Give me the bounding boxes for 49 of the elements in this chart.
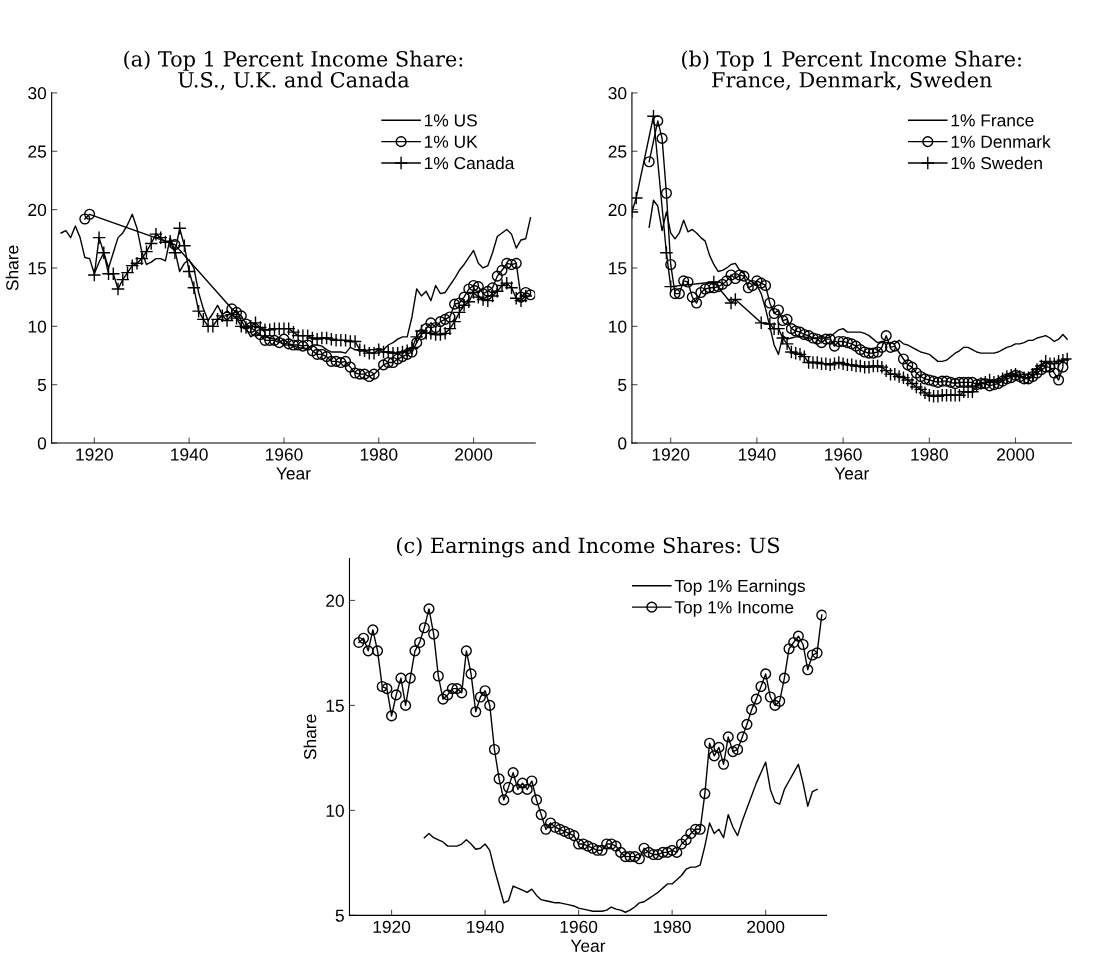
y-tick-label: 0 [37, 437, 47, 450]
x-tick-label: 2000 [747, 920, 785, 934]
y-tick-label: 30 [28, 87, 47, 100]
x-tick-label: 1980 [911, 448, 948, 461]
chart-title: (a) Top 1 Percent Income Share: U.S., U.K. and Canada [124, 50, 463, 91]
y-axis-title: Share [5, 245, 19, 291]
y-tick-label: 25 [608, 145, 627, 158]
legend-label: 1% US [424, 114, 477, 127]
legend-label: Top 1% Income [674, 601, 794, 617]
x-axis-title: Year [276, 467, 311, 480]
x-axis-title: Year [570, 939, 606, 952]
x-tick-label: 1980 [360, 448, 398, 461]
x-tick-label: 2000 [455, 448, 493, 461]
y-tick-label: 20 [28, 203, 47, 217]
x-tick-label: 1960 [560, 920, 598, 934]
legend-label: 1% Canada [424, 156, 515, 170]
legend-label: 1% France [951, 114, 1034, 127]
chart-title: (c) Earnings and Income Shares: US [397, 537, 780, 558]
chart-title: (b) Top 1 Percent Income Share: France, Denmark, Sweden [682, 50, 1021, 91]
legend-label: 1% Denmark [951, 135, 1051, 148]
x-tick-label: 1960 [825, 448, 862, 461]
legend-label: 1% Sweden [951, 156, 1042, 170]
y-tick-label: 10 [609, 320, 627, 333]
y-tick-label: 25 [28, 145, 47, 158]
x-axis-title: Year [834, 467, 869, 480]
x-tick-label: 1940 [467, 920, 504, 934]
x-tick-label: 1940 [171, 448, 208, 461]
legend-label: 1% UK [424, 135, 478, 148]
y-tick-label: 5 [335, 909, 344, 922]
y-tick-label: 5 [618, 379, 627, 392]
x-tick-label: 1920 [76, 448, 113, 461]
x-tick-label: 1940 [738, 448, 776, 461]
y-tick-label: 15 [28, 262, 47, 275]
x-tick-label: 1980 [654, 920, 691, 934]
y-tick-label: 30 [608, 87, 627, 100]
y-tick-label: 20 [326, 594, 344, 607]
y-tick-label: 10 [28, 320, 47, 333]
x-tick-label: 1960 [265, 448, 303, 461]
y-tick-label: 15 [326, 699, 344, 712]
y-tick-label: 10 [326, 804, 344, 817]
y-tick-label: 15 [609, 262, 627, 275]
y-tick-label: 0 [618, 437, 627, 450]
y-axis-title: Share [303, 714, 317, 760]
legend-label: Top 1% Earnings [674, 579, 805, 596]
x-tick-label: 1920 [652, 448, 690, 461]
y-tick-label: 20 [608, 203, 627, 217]
y-tick-label: 5 [37, 379, 47, 392]
x-tick-label: 2000 [997, 448, 1035, 461]
x-tick-label: 1920 [373, 920, 411, 934]
